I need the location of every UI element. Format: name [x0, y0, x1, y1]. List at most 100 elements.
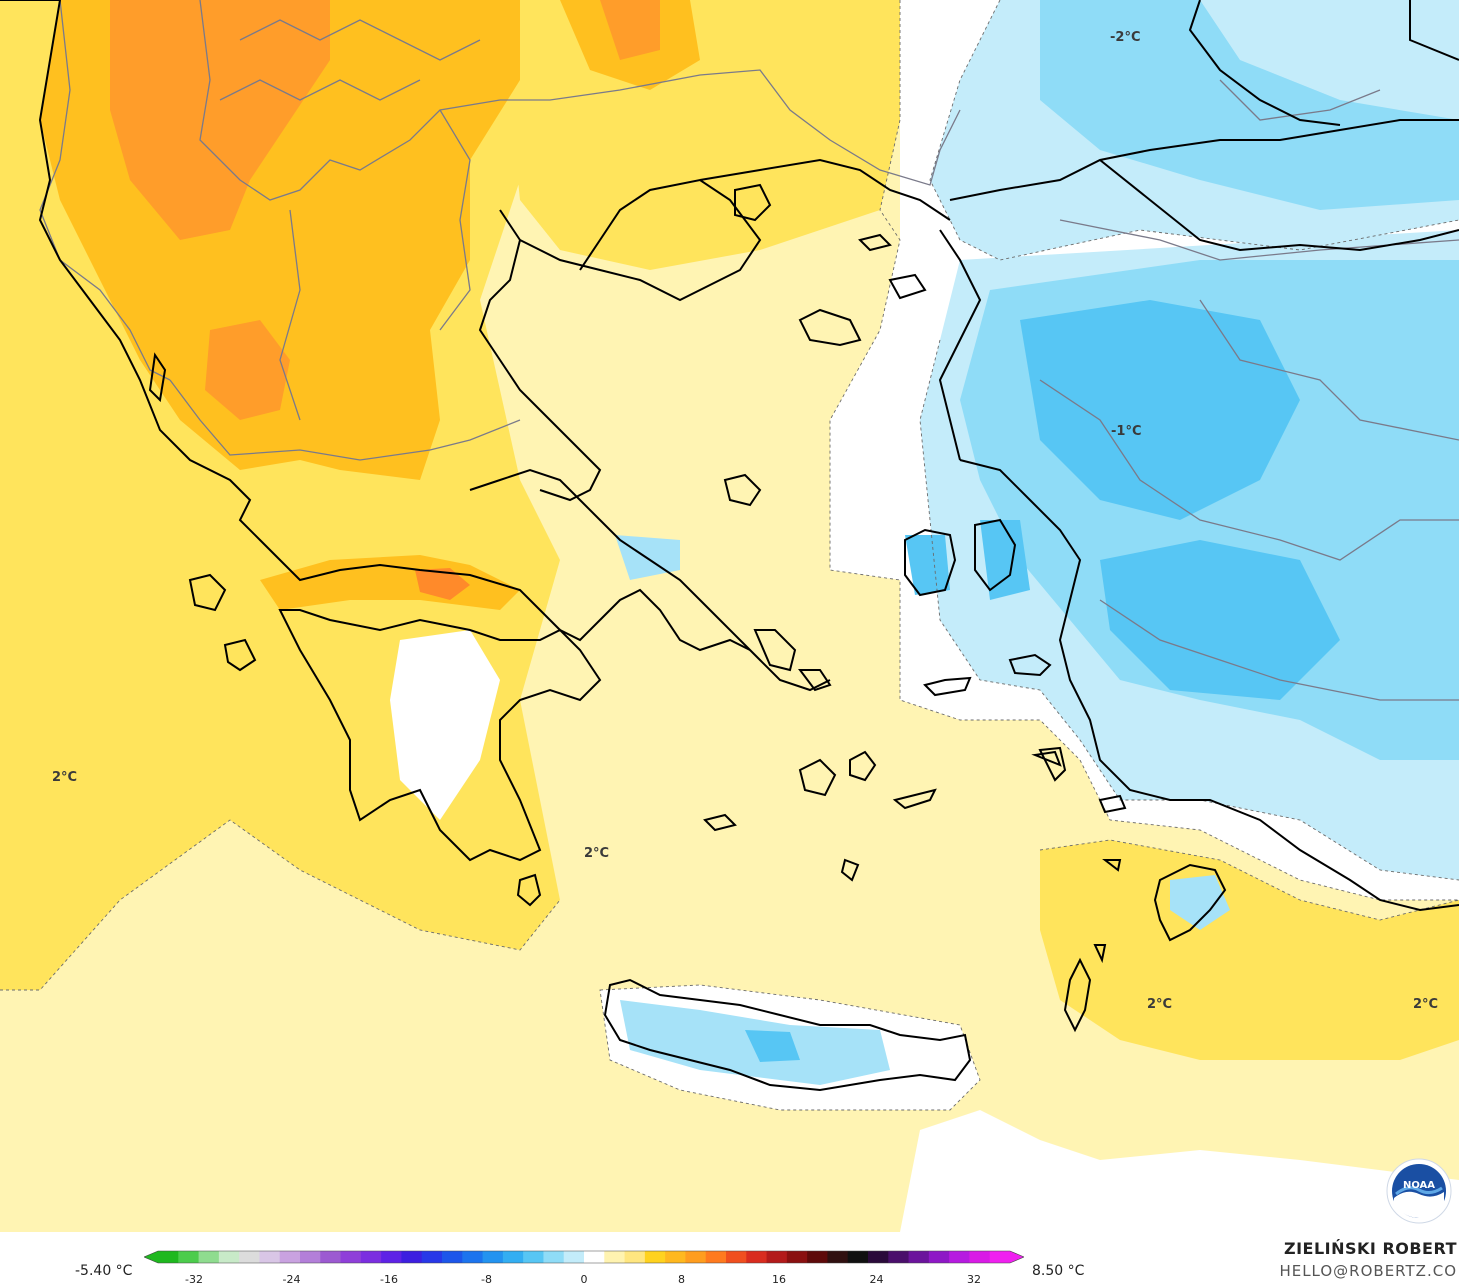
island-kos — [1098, 794, 1127, 814]
colorbar-swatch — [198, 1251, 220, 1263]
colorbar-swatch — [300, 1251, 321, 1263]
colorbar-swatch — [421, 1251, 443, 1263]
colorbar-swatch — [888, 1251, 910, 1263]
island-zakynthos — [223, 638, 257, 672]
colorbar-tick-label: 24 — [869, 1273, 884, 1286]
colorbar-swatch — [563, 1251, 585, 1263]
author-email: HELLO@ROBERTZ.CO — [1279, 1262, 1457, 1280]
colorbar-swatch — [786, 1251, 808, 1263]
colorbar-swatch — [178, 1251, 200, 1263]
island-imbros — [888, 273, 927, 300]
colorbar — [144, 1250, 1024, 1264]
colorbar-swatch — [746, 1251, 768, 1263]
colorbar-swatch — [340, 1251, 362, 1263]
cold-pocket-crete-core — [745, 1030, 800, 1062]
island-kythira — [516, 873, 542, 907]
coastlines — [0, 0, 1459, 912]
island-amorgos — [892, 788, 937, 810]
contour-label-north-east: -2°C — [1110, 30, 1141, 45]
cold-pocket-lesvos — [905, 535, 950, 595]
island-chios — [974, 518, 1017, 592]
noaa-logo-icon: NOAA — [1386, 1158, 1452, 1224]
island-ikaria — [923, 676, 972, 697]
colorbar-swatch — [705, 1251, 727, 1263]
colorbar-tick-label: 0 — [580, 1273, 588, 1286]
colorbar-swatch — [766, 1251, 788, 1263]
colorbar-tick-label: 32 — [967, 1273, 981, 1286]
warm-field-yellow-crete-area — [1040, 840, 1459, 1060]
colorbar-swatch — [442, 1251, 463, 1263]
neutral-field-white-peloponnese — [390, 630, 500, 820]
island-kefalonia — [188, 573, 227, 612]
colorbar-swatch — [624, 1251, 646, 1263]
colorbar-swatch — [949, 1251, 971, 1263]
colorbar-swatch — [543, 1251, 565, 1263]
colorbar-swatch — [807, 1251, 829, 1263]
island-samothrace — [858, 233, 892, 252]
island-naxos — [798, 758, 837, 797]
island-thasos — [734, 183, 772, 222]
islands — [148, 183, 1227, 1092]
colorbar-swatch — [482, 1251, 504, 1263]
colorbar-swatch — [239, 1251, 261, 1263]
colorbar-swatch — [502, 1251, 524, 1263]
cold-field-deep — [1020, 300, 1300, 520]
island-samos — [1008, 653, 1052, 677]
cold-field-deep-2 — [1100, 540, 1340, 700]
island-tilos — [1102, 859, 1122, 872]
colorbar-swatch — [827, 1251, 849, 1263]
island-rhodes — [1153, 863, 1227, 942]
colorbar-swatch — [847, 1251, 869, 1263]
island-kasos — [1038, 746, 1067, 782]
island-kalymnos — [1031, 750, 1062, 767]
colorbar-swatch — [584, 1251, 605, 1263]
colorbar-swatch — [685, 1251, 707, 1263]
colorbar-max-arrow — [1010, 1251, 1024, 1263]
colorbar-swatch — [989, 1251, 1011, 1263]
colorbar-swatch — [868, 1251, 889, 1263]
colorbar-tick-label: -8 — [481, 1273, 492, 1286]
cold-pocket-rhodes — [1170, 875, 1230, 930]
cold-field-deep-3 — [980, 520, 1030, 600]
island-paros — [849, 750, 877, 782]
warm-field-dark-orange-2 — [205, 320, 290, 420]
cold-field-medium — [1040, 0, 1459, 210]
colorbar-tick-label: 8 — [678, 1273, 685, 1286]
colorbar-swatch — [279, 1251, 301, 1263]
author-name: ZIELIŃSKI ROBERT — [1283, 1239, 1457, 1258]
colorbar-swatch — [908, 1251, 930, 1263]
contour-label-ionian: 2°C — [52, 770, 78, 785]
colorbar-tick-label: -32 — [185, 1273, 203, 1286]
colorbar-swatch — [259, 1251, 281, 1263]
island-andros — [753, 629, 797, 672]
island-skyros — [723, 473, 762, 507]
colorbar-swatch — [928, 1251, 950, 1263]
warm-field-dark-orange-4 — [600, 0, 660, 60]
colorbar-tick-label: -24 — [282, 1273, 301, 1286]
map-canvas — [0, 0, 1459, 1232]
warm-field-dark-orange — [110, 0, 330, 240]
contour-label-anatolia: -1°C — [1111, 424, 1142, 439]
island-karpathos — [1063, 957, 1092, 1033]
colorbar-swatch — [665, 1251, 687, 1263]
island-crete — [603, 978, 972, 1092]
colorbar-swatch — [644, 1251, 666, 1263]
colorbar-tick-label: -16 — [380, 1273, 398, 1286]
contour-label-east-med: 2°C — [1413, 997, 1439, 1012]
colorbar-swatch — [726, 1251, 747, 1263]
island-lemnos — [798, 308, 862, 347]
colorbar-outline — [144, 1250, 1024, 1264]
island-tinos — [798, 669, 832, 692]
colorbar-swatch — [158, 1251, 179, 1263]
colorbar-swatch — [969, 1251, 991, 1263]
colorbar-swatch — [320, 1251, 342, 1263]
colorbar-swatch — [401, 1251, 423, 1263]
warm-field-dark-orange-3 — [415, 568, 470, 600]
island-santorini — [840, 858, 860, 882]
contour-label-dodecanese: 2°C — [1147, 997, 1173, 1012]
legend-min-label: -5.40 °C — [75, 1263, 133, 1279]
island-corfu — [148, 352, 167, 403]
colorbar-swatch — [381, 1251, 403, 1263]
legend-max-label: 8.50 °C — [1032, 1263, 1085, 1279]
island-milos — [703, 813, 737, 832]
